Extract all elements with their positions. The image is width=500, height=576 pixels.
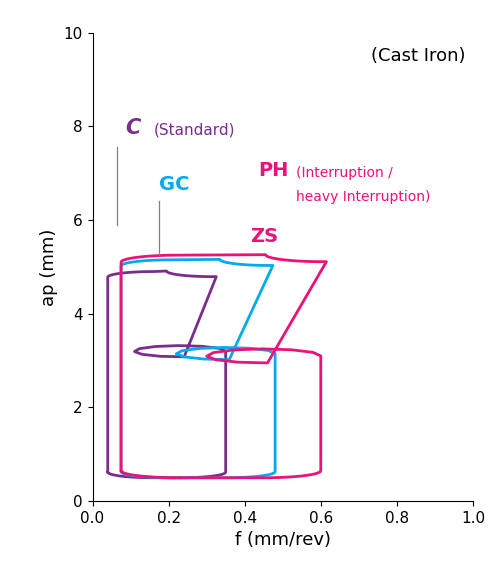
Text: (Interruption /: (Interruption /: [296, 166, 393, 180]
X-axis label: f (mm/rev): f (mm/rev): [234, 532, 330, 550]
Text: C: C: [125, 118, 140, 138]
Y-axis label: ap (mm): ap (mm): [40, 228, 58, 305]
Text: ZS: ZS: [250, 227, 278, 246]
Text: GC: GC: [159, 175, 190, 194]
Text: PH: PH: [258, 161, 288, 180]
Text: heavy Interruption): heavy Interruption): [296, 190, 430, 203]
Text: (Cast Iron): (Cast Iron): [371, 47, 466, 65]
Text: (Standard): (Standard): [154, 123, 235, 138]
